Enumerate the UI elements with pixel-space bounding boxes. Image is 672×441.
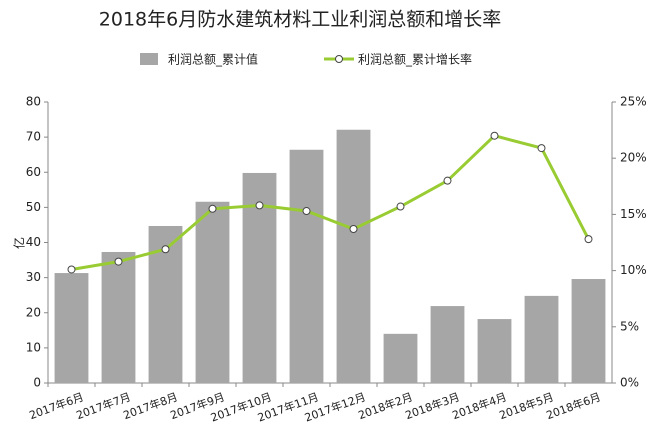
marker <box>396 202 405 211</box>
y-tick-label: 30 <box>26 270 41 284</box>
marker <box>208 204 217 213</box>
y2-tick-label: 10% <box>620 263 647 277</box>
y-tick-label: 0 <box>33 376 41 390</box>
marker <box>537 144 546 153</box>
chart-title: 2018年6月防水建筑材料工业利润总额和增长率 <box>99 9 501 31</box>
y2-tick-label: 15% <box>620 207 647 221</box>
y-tick-label: 60 <box>26 165 41 179</box>
marker <box>443 176 452 185</box>
y-tick-label: 20 <box>26 305 41 319</box>
bar <box>289 149 324 383</box>
marker <box>67 265 76 274</box>
x-tick-label: 2018年6月 <box>544 389 602 422</box>
marker <box>349 225 358 234</box>
y-tick-label: 50 <box>26 200 41 214</box>
bar <box>54 273 89 383</box>
line <box>71 134 590 271</box>
marker <box>255 201 264 210</box>
y2-tick-label: 25% <box>620 95 647 109</box>
legend-label: 利润总额_累计值 <box>168 52 258 67</box>
marker <box>161 245 170 254</box>
y2-tick-label: 5% <box>620 319 639 333</box>
y2-tick-label: 0% <box>620 376 639 390</box>
legend-marker <box>335 55 343 63</box>
y-tick-label: 80 <box>26 95 41 109</box>
legend-label: 利润总额_累计增长率 <box>358 52 472 67</box>
marker <box>584 235 593 244</box>
bar <box>336 129 371 383</box>
y-tick-label: 10 <box>26 340 41 354</box>
marker <box>490 131 499 140</box>
bar <box>195 201 230 383</box>
bar <box>477 319 512 383</box>
y-tick-label: 70 <box>26 130 41 144</box>
marker <box>302 207 311 216</box>
bar <box>101 251 136 383</box>
y2-tick-label: 20% <box>620 151 647 165</box>
bar <box>571 279 606 383</box>
bar <box>383 333 418 383</box>
marker <box>114 257 123 266</box>
y-axis-label: 亿 <box>12 237 27 249</box>
bar <box>430 306 465 383</box>
bar <box>524 295 559 383</box>
y-tick-label: 40 <box>26 235 41 249</box>
legend-swatch <box>140 53 158 65</box>
